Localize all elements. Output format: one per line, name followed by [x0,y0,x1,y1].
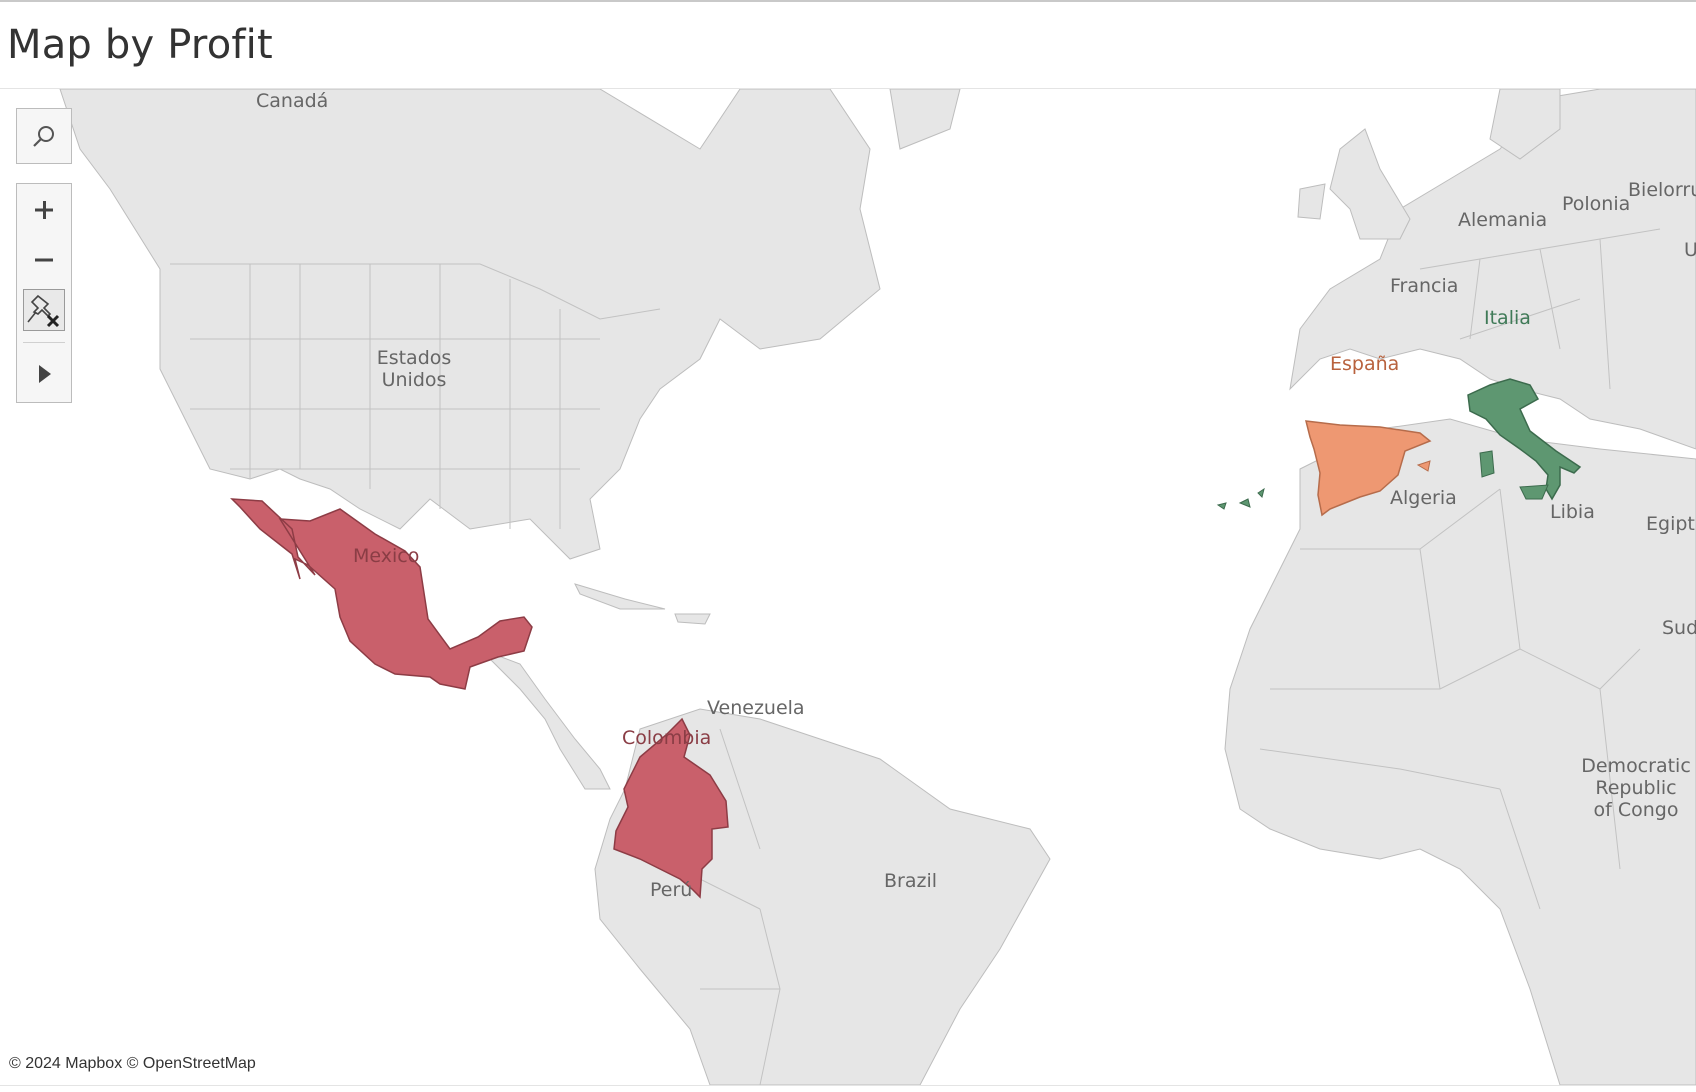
north-america-land [59,89,881,560]
label-usa: Estados Unidos [372,347,456,391]
label-drc-line1: Democratic [1581,755,1691,777]
label-ukraine: U [1684,239,1696,261]
label-belarus: Bielorru [1628,179,1696,201]
hispaniola-land [674,613,711,625]
page-title: Map by Profit [7,22,273,68]
label-usa-line1: Estados [376,347,452,369]
balearic-region[interactable] [1416,460,1431,472]
toolbar-separator [23,342,65,343]
label-venezuela: Venezuela [707,697,805,719]
scandinavia-land [1489,89,1561,160]
central-america-land [479,648,611,790]
africa-borders [1259,488,1641,910]
label-italy: Italia [1484,307,1531,329]
top-rule [0,0,1696,2]
label-spain: España [1330,353,1400,375]
label-algeria: Algeria [1390,487,1457,509]
mexico-region[interactable] [230,498,533,690]
label-drc: Democratic Republic of Congo [1576,755,1696,821]
label-drc-line3: of Congo [1593,799,1679,821]
plus-icon[interactable] [17,188,71,232]
spain-region[interactable] [1305,420,1432,517]
label-mexico: Mexico [353,545,420,567]
greenland-land [889,89,961,150]
label-peru: Perú [650,879,693,901]
unpin-icon [27,294,60,328]
colombia-region[interactable] [613,717,729,899]
italy-region[interactable] [1467,378,1582,501]
europe-borders [1419,228,1661,390]
us-state-lines [190,264,600,529]
label-brazil: Brazil [884,870,938,892]
map-attribution: © 2024 Mapbox © OpenStreetMap [4,1053,261,1075]
sicily-region[interactable] [1519,484,1549,500]
map-view[interactable]: Canadá Estados Unidos Venezuela Brazil P… [0,88,1696,1086]
us-canada-border [170,263,661,320]
unpin-button[interactable] [23,289,65,331]
map-zoom-toolbar [16,183,72,403]
search-icon[interactable] [17,109,71,163]
uk-land [1329,128,1411,240]
label-colombia: Colombia [622,727,712,749]
label-sudan: Sud [1662,617,1696,639]
label-usa-line2: Unidos [381,369,447,391]
label-france: Francia [1390,275,1459,297]
cuba-land [574,583,666,610]
europe-land [1289,89,1696,450]
label-poland: Polonia [1562,193,1631,215]
minus-icon[interactable] [17,238,71,282]
label-drc-line2: Republic [1595,777,1677,799]
play-arrow-icon[interactable] [17,350,71,398]
label-germany: Alemania [1458,209,1548,231]
label-canada: Canadá [256,90,329,112]
canary-islands-region[interactable] [1216,487,1265,510]
map-canvas[interactable] [0,89,1696,1085]
africa-land [1224,418,1696,1085]
ireland-land [1297,183,1326,220]
map-search-button[interactable] [16,108,72,164]
label-libya: Libia [1550,501,1595,523]
label-egypt: Egipt [1646,513,1695,535]
sardinia-region[interactable] [1479,450,1495,478]
